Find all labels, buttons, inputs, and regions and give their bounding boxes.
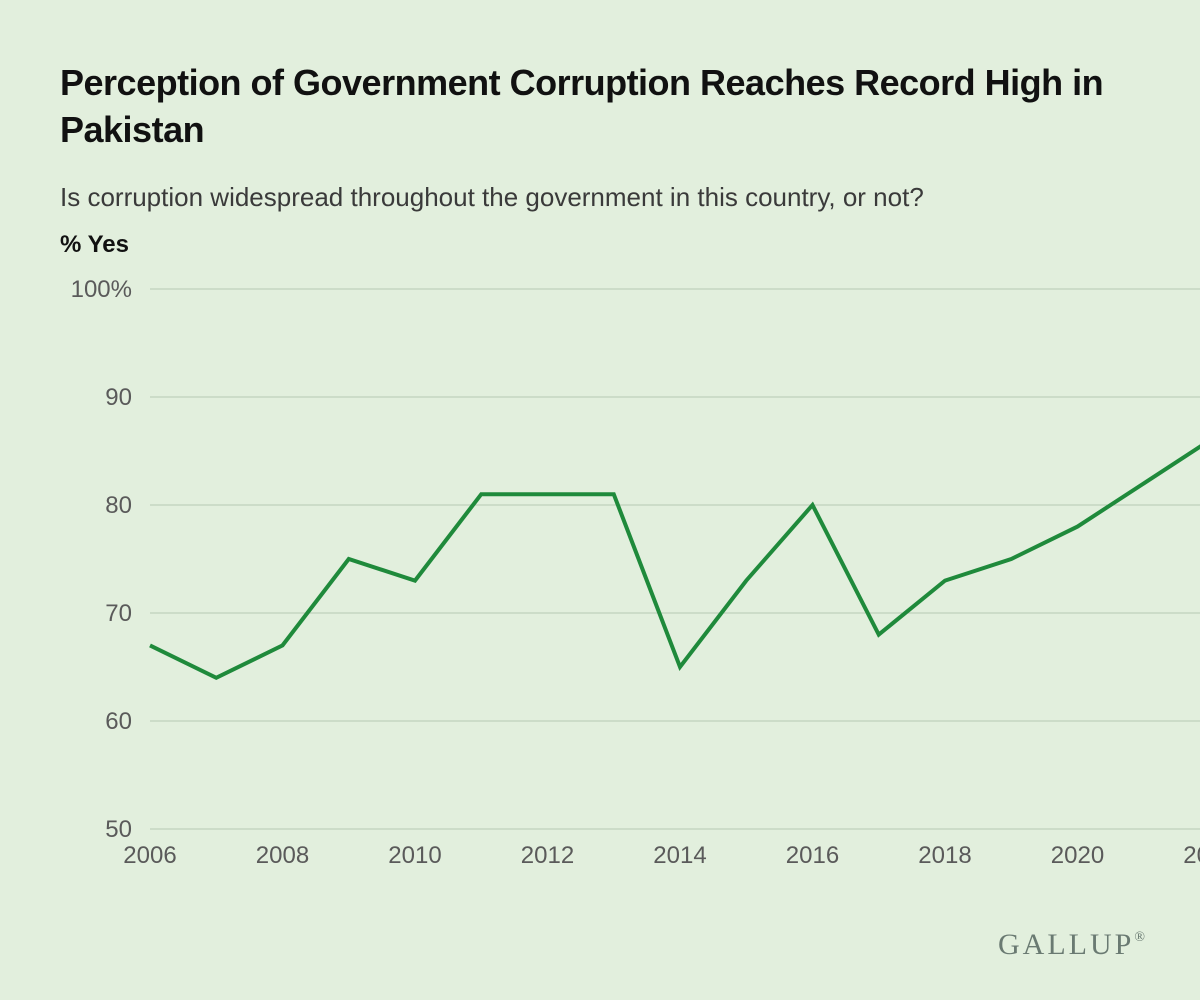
y-axis-tick-label: 60	[105, 708, 132, 735]
chart-subtitle: Is corruption widespread throughout the …	[60, 182, 1140, 213]
line-chart-svg: 50 60 70 80 90 100% 2006 2008 2010 2012 2014 2016 20…	[60, 279, 1200, 879]
brand-logo: GALLUP®	[998, 928, 1145, 962]
x-axis-tick-label: 2012	[521, 842, 574, 869]
x-axis-tick-label: 2014	[653, 842, 706, 869]
x-axis-tick-label: 2006	[123, 842, 176, 869]
chart-container: Perception of Government Corruption Reac…	[0, 0, 1200, 879]
y-axis-tick-label: 90	[105, 384, 132, 411]
x-axis-tick-label: 2020	[1051, 842, 1104, 869]
registered-icon: ®	[1134, 930, 1145, 945]
legend-label: % Yes	[60, 231, 1140, 259]
x-axis-tick-label: 2010	[388, 842, 441, 869]
y-axis-tick-label: 50	[105, 816, 132, 843]
chart-title: Perception of Government Corruption Reac…	[60, 60, 1140, 154]
brand-text: GALLUP	[998, 928, 1134, 961]
x-axis-tick-label: 2016	[786, 842, 839, 869]
chart-plot-area: 50 60 70 80 90 100% 2006 2008 2010 2012 2014 2016 20…	[60, 279, 1140, 879]
y-axis-tick-label: 80	[105, 492, 132, 519]
data-series-line	[150, 440, 1200, 678]
x-axis-tick-label: 2018	[918, 842, 971, 869]
y-axis-tick-label: 70	[105, 600, 132, 627]
x-axis-tick-label: 2008	[256, 842, 309, 869]
y-axis-tick-label: 100%	[71, 279, 132, 303]
x-axis-tick-label: 2022	[1183, 842, 1200, 869]
